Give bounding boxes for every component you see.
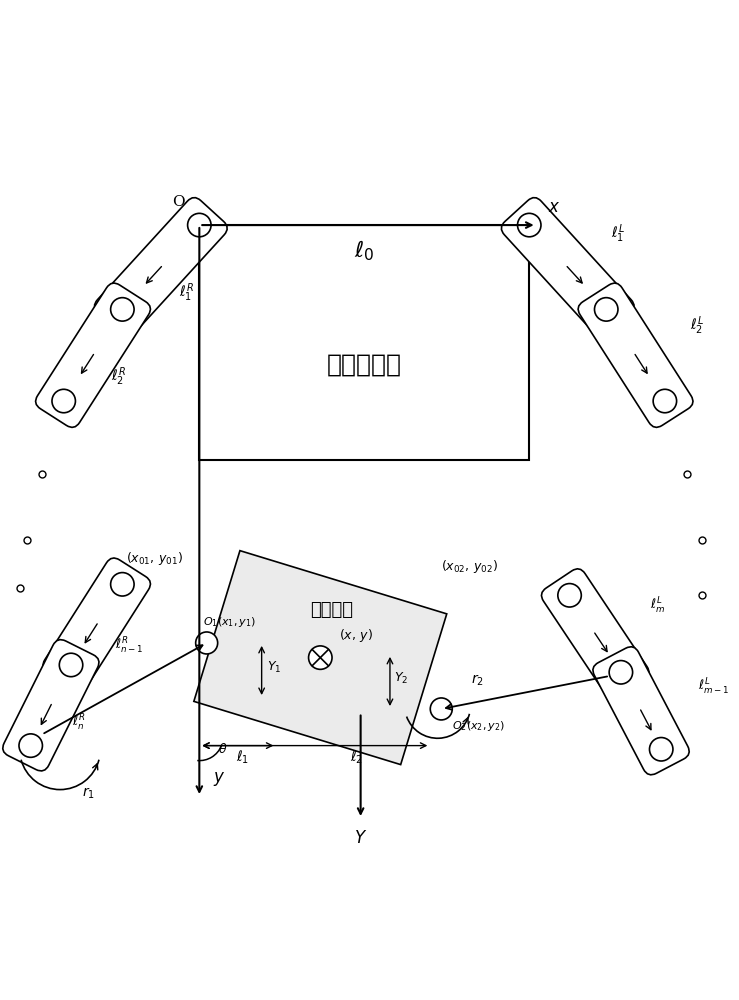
Text: $(x_{01},\,y_{01})$: $(x_{01},\,y_{01})$ [126, 550, 183, 567]
Circle shape [111, 573, 134, 596]
Circle shape [111, 298, 134, 321]
Text: $\ell_m^L$: $\ell_m^L$ [650, 595, 665, 616]
Bar [200, 225, 529, 460]
Text: $Y_2$: $Y_2$ [394, 670, 408, 686]
Text: $r_1$: $r_1$ [82, 786, 95, 801]
Text: $\ell_2^L$: $\ell_2^L$ [690, 314, 704, 337]
Text: $y$: $y$ [213, 770, 225, 788]
Circle shape [650, 738, 673, 761]
Text: $\theta$: $\theta$ [218, 742, 227, 756]
FancyBboxPatch shape [43, 558, 151, 691]
Text: 自旋目标: 自旋目标 [310, 601, 353, 619]
Text: $r_2$: $r_2$ [471, 672, 483, 688]
Text: $\ell_1$: $\ell_1$ [236, 749, 249, 766]
Circle shape [59, 653, 83, 677]
Circle shape [517, 213, 541, 237]
FancyBboxPatch shape [35, 283, 151, 427]
Text: $\ell_2^R$: $\ell_2^R$ [111, 365, 126, 388]
FancyBboxPatch shape [95, 198, 227, 337]
Text: 空间机器人: 空间机器人 [327, 352, 402, 376]
Text: $x$: $x$ [548, 199, 560, 216]
Text: O: O [172, 195, 185, 209]
Text: $\ell_n^R$: $\ell_n^R$ [72, 713, 85, 733]
Text: $\ell_1^R$: $\ell_1^R$ [179, 281, 194, 304]
Circle shape [188, 213, 211, 237]
FancyBboxPatch shape [501, 198, 634, 337]
Text: $O_1(x_1,y_1)$: $O_1(x_1,y_1)$ [203, 615, 256, 629]
Text: $\ell_{m-1}^L$: $\ell_{m-1}^L$ [698, 676, 729, 697]
Text: $(x_{02},\,y_{02})$: $(x_{02},\,y_{02})$ [441, 558, 498, 575]
Text: $(x,\,y)$: $(x,\,y)$ [338, 627, 372, 644]
Text: $Y_1$: $Y_1$ [267, 659, 281, 675]
Circle shape [196, 632, 218, 654]
Text: $\ell_1^L$: $\ell_1^L$ [611, 222, 625, 245]
Text: $\ell_2$: $\ell_2$ [350, 749, 363, 766]
Circle shape [594, 298, 618, 321]
Text: $Y$: $Y$ [354, 830, 367, 847]
Bar [194, 551, 447, 765]
FancyBboxPatch shape [3, 640, 99, 771]
Circle shape [19, 734, 42, 757]
Circle shape [52, 389, 75, 413]
Text: $O_2(x_2,y_2)$: $O_2(x_2,y_2)$ [452, 719, 505, 733]
FancyBboxPatch shape [578, 283, 693, 427]
Circle shape [558, 584, 582, 607]
Text: $\ell_0$: $\ell_0$ [354, 238, 375, 263]
Text: $\ell_{n-1}^R$: $\ell_{n-1}^R$ [115, 636, 143, 656]
FancyBboxPatch shape [542, 569, 649, 699]
Circle shape [430, 698, 452, 720]
Circle shape [309, 646, 332, 669]
FancyBboxPatch shape [593, 647, 689, 775]
Circle shape [653, 389, 677, 413]
Circle shape [609, 661, 633, 684]
